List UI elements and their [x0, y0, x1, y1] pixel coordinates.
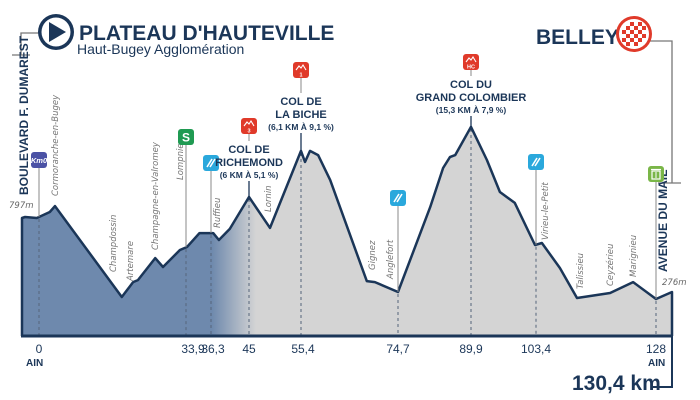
town-label: Ceyzérieu	[605, 244, 616, 286]
start-department: AIN	[26, 358, 43, 369]
finish-street: AVENUE DU MAIL	[656, 170, 670, 272]
finish-department: AIN	[648, 358, 665, 369]
start-altitude: 797m	[9, 201, 34, 211]
town-label: Virieu-le-Petit	[541, 182, 551, 240]
town-label: Marignieu	[629, 235, 639, 277]
x-tick-label: 33,9	[181, 342, 205, 356]
climb-name-line1: COL DE	[228, 144, 269, 156]
climb-name-line2: LA BICHE	[275, 109, 327, 121]
x-tick-label: 89,9	[459, 342, 483, 356]
finish-altitude: 276m	[662, 278, 687, 288]
feed-zone-icon	[203, 155, 219, 171]
climb-detail: (6 KM À 5,1 %)	[220, 170, 279, 180]
start-town-title: PLATEAU D'HAUTEVILLE	[79, 22, 334, 45]
town-label: Talissieu	[576, 253, 586, 289]
profile-area	[20, 125, 674, 338]
climb-category-icon: 1	[293, 62, 309, 79]
town-label: Champdossin	[109, 215, 119, 272]
x-tick-label: 74,7	[386, 342, 410, 356]
x-tick-label: 36,3	[201, 342, 225, 356]
waste-zone-icon	[648, 166, 664, 182]
feed-zone-icon	[390, 190, 406, 206]
climb-category-label: HC	[467, 65, 475, 71]
sprint-icon: S	[178, 129, 194, 145]
town-label: Lompnieu	[176, 138, 186, 180]
x-tick-label: 0	[36, 342, 43, 356]
climb-detail: (6,1 KM À 9,1 %)	[268, 122, 334, 132]
start-bracket-line	[12, 32, 40, 56]
x-tick-label: 103,4	[521, 342, 551, 356]
town-label: Champagne-en-Valromey	[151, 141, 161, 250]
start-sponsor: Haut-Bugey Agglomération	[77, 41, 244, 57]
start-play-icon	[38, 14, 74, 50]
start-header: PLATEAU D'HAUTEVILLE Haut-Bugey Agglomér…	[9, 14, 334, 369]
town-label: Gignez	[368, 240, 378, 270]
finish-town-title: BELLEY	[536, 26, 619, 49]
feed-zone-icon	[528, 154, 544, 170]
sprint-label: S	[182, 131, 190, 145]
distance-ticks: 0 33,936,3 45 55,4 74,7 89,9 103,4 128	[36, 342, 667, 356]
route-markers: Km0 S	[31, 129, 664, 299]
elevation-line	[20, 125, 674, 336]
climb-name-line2: RICHEMOND	[215, 157, 283, 169]
distance-bracket-line	[653, 336, 673, 388]
km0-label: Km0	[31, 156, 48, 165]
climb-name-line1: COL DU	[450, 79, 492, 91]
climb-category-label: 1	[299, 73, 302, 79]
town-label: Cormoranche-en-Bugey	[51, 94, 61, 196]
elevation-area	[22, 126, 672, 337]
x-tick-label: 45	[242, 342, 256, 356]
climb-category-icon: HC	[463, 54, 479, 71]
town-label: Ruffieu	[213, 198, 223, 228]
town-label: Artemare	[126, 241, 136, 282]
town-label: Lornin	[264, 185, 274, 212]
climb-detail: (15,3 KM À 7,9 %)	[436, 105, 507, 115]
start-street: BOULEVARD F. DUMAREST	[17, 35, 31, 195]
climb-name-line2: GRAND COLOMBIER	[416, 92, 527, 104]
total-distance: 130,4 km	[572, 372, 661, 395]
checkered-flag-icon	[616, 16, 652, 52]
x-tick-label: 55,4	[291, 342, 315, 356]
town-label: Anglefort	[386, 239, 396, 280]
town-labels: Cormoranche-en-Bugey Champdossin Artemare C…	[51, 94, 639, 289]
finish-header: BELLEY AVENUE DU MAIL 276m AIN 130,4 km	[536, 16, 687, 395]
climb-name-line1: COL DE	[280, 96, 321, 108]
finish-bracket-line	[650, 40, 681, 184]
climb-category-icon: 3	[241, 118, 257, 135]
km0-icon: Km0	[31, 152, 48, 168]
climb-category-label: 3	[247, 129, 250, 135]
x-tick-label: 128	[646, 342, 666, 356]
